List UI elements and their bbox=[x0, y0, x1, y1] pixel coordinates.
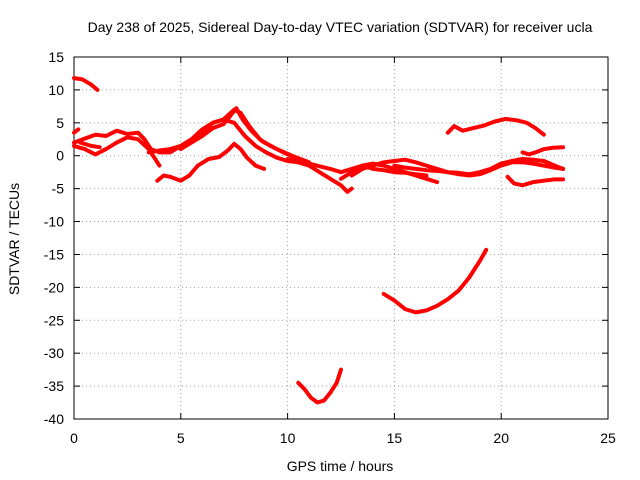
x-tick-label: 20 bbox=[493, 430, 509, 446]
x-tick-label: 25 bbox=[600, 430, 616, 446]
series-arc-h bbox=[155, 141, 267, 183]
y-tick-label: -20 bbox=[44, 279, 64, 295]
x-tick-label: 15 bbox=[387, 430, 403, 446]
y-tick-label: 15 bbox=[48, 49, 64, 65]
plot-frame bbox=[73, 56, 609, 420]
axis-ticks: 0 5 10 15 20 25 -40 -35 -30 -25 -20 -15 -10 -5 0 5 10 15 bbox=[44, 49, 616, 446]
chart-title: Day 238 of 2025, Sidereal Day-to-day VTE… bbox=[88, 19, 593, 35]
y-axis-label: SDTVAR / TECUs bbox=[6, 183, 22, 295]
grid bbox=[74, 57, 608, 419]
x-axis-label: GPS time / hours bbox=[287, 458, 394, 474]
series-arc-p bbox=[520, 145, 566, 157]
series-arc-f bbox=[146, 117, 301, 165]
x-tick-label: 0 bbox=[70, 430, 78, 446]
series-arc-r bbox=[381, 247, 489, 315]
series-arc-n bbox=[445, 116, 546, 137]
y-tick-label: -5 bbox=[52, 181, 65, 197]
series-arc-m bbox=[392, 157, 566, 177]
y-tick-label: -30 bbox=[44, 345, 64, 361]
series-arc-q bbox=[296, 367, 343, 405]
series-arc-d bbox=[72, 135, 162, 168]
series-arc-b bbox=[72, 127, 81, 135]
series-arc-i bbox=[285, 157, 354, 194]
y-tick-label: -25 bbox=[44, 312, 64, 328]
series-arc-g bbox=[178, 106, 311, 165]
series-layer bbox=[72, 76, 566, 405]
y-tick-label: -35 bbox=[44, 378, 64, 394]
series-arc-a bbox=[72, 76, 100, 92]
y-tick-label: -15 bbox=[44, 246, 64, 262]
y-tick-label: 0 bbox=[56, 148, 64, 164]
y-tick-label: 10 bbox=[48, 82, 64, 98]
x-tick-label: 5 bbox=[177, 430, 185, 446]
y-tick-label: 5 bbox=[56, 115, 64, 131]
y-tick-label: -40 bbox=[44, 411, 64, 427]
series-arc-e bbox=[78, 140, 102, 150]
y-tick-label: -10 bbox=[44, 214, 64, 230]
series-arc-k bbox=[339, 161, 440, 185]
x-tick-label: 10 bbox=[280, 430, 296, 446]
series-arc-o bbox=[505, 174, 566, 188]
